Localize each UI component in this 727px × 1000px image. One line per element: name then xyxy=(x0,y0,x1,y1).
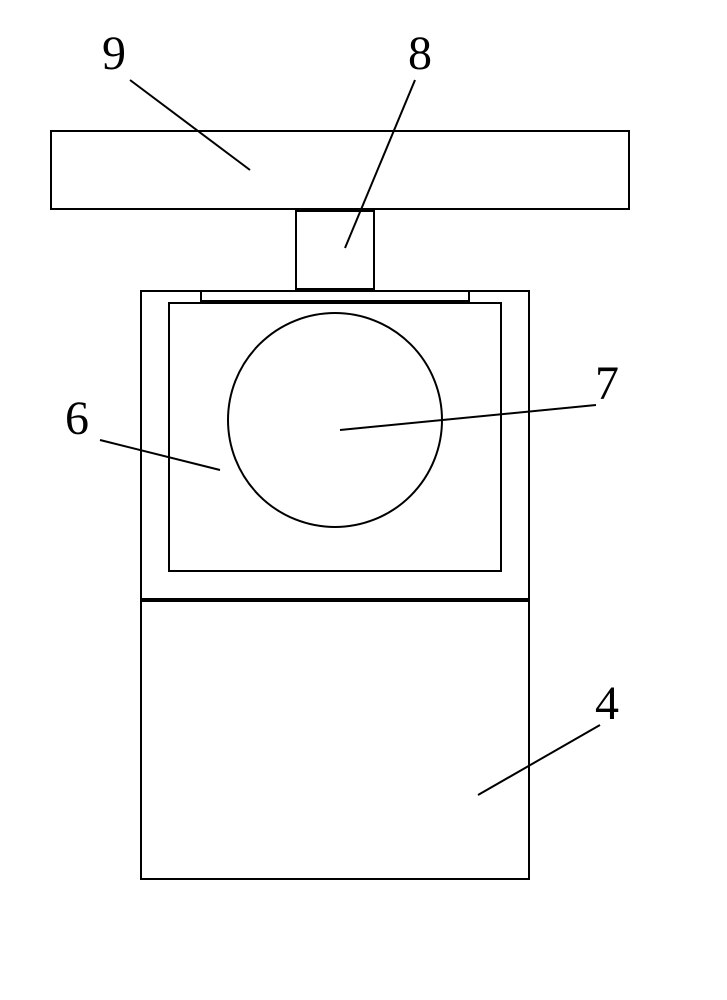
lower-body-shape xyxy=(140,600,530,880)
label-9: 9 xyxy=(102,30,126,78)
neck-shape xyxy=(295,210,375,290)
label-8: 8 xyxy=(408,30,432,78)
circle-shape xyxy=(227,312,443,528)
label-6: 6 xyxy=(65,395,89,443)
label-7: 7 xyxy=(595,360,619,408)
top-bar-shape xyxy=(50,130,630,210)
label-4: 4 xyxy=(595,680,619,728)
technical-diagram: 9 8 7 6 4 xyxy=(0,0,727,1000)
